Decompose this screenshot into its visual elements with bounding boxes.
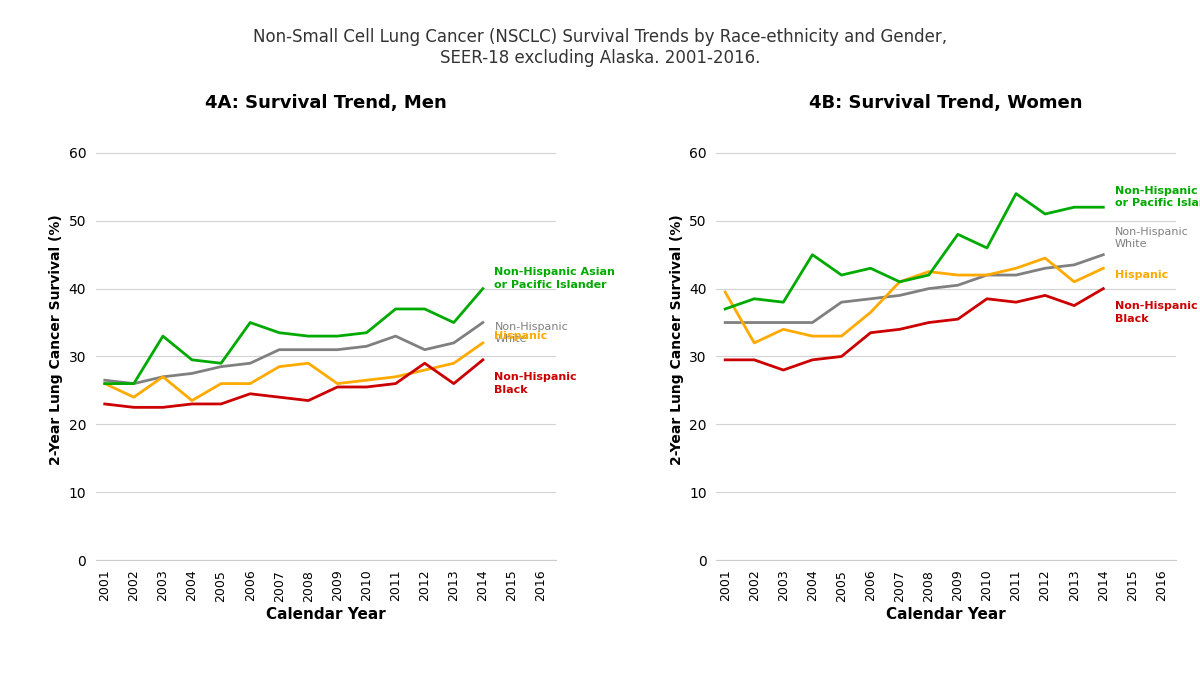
Y-axis label: 2-Year Lung Cancer Survival (%): 2-Year Lung Cancer Survival (%) bbox=[670, 214, 684, 465]
Text: Non-Hispanic
Black: Non-Hispanic Black bbox=[1115, 301, 1198, 323]
Title: 4A: Survival Trend, Men: 4A: Survival Trend, Men bbox=[205, 94, 446, 112]
Text: Hispanic: Hispanic bbox=[494, 331, 547, 341]
Text: Non-Hispanic Asian
or Pacific Islander: Non-Hispanic Asian or Pacific Islander bbox=[494, 267, 616, 290]
Text: Non-Hispanic
Black: Non-Hispanic Black bbox=[494, 372, 577, 395]
Title: 4B: Survival Trend, Women: 4B: Survival Trend, Women bbox=[810, 94, 1082, 112]
Text: Non-Hispanic Asian
or Pacific Islander: Non-Hispanic Asian or Pacific Islander bbox=[1115, 186, 1200, 208]
X-axis label: Calendar Year: Calendar Year bbox=[266, 607, 385, 622]
Text: Hispanic: Hispanic bbox=[1115, 270, 1168, 280]
Text: Non-Hispanic
White: Non-Hispanic White bbox=[494, 321, 569, 344]
Text: Non-Small Cell Lung Cancer (NSCLC) Survival Trends by Race-ethnicity and Gender,: Non-Small Cell Lung Cancer (NSCLC) Survi… bbox=[253, 28, 947, 66]
X-axis label: Calendar Year: Calendar Year bbox=[887, 607, 1006, 622]
Text: Non-Hispanic
White: Non-Hispanic White bbox=[1115, 227, 1189, 249]
Y-axis label: 2-Year Lung Cancer Survival (%): 2-Year Lung Cancer Survival (%) bbox=[49, 214, 64, 465]
